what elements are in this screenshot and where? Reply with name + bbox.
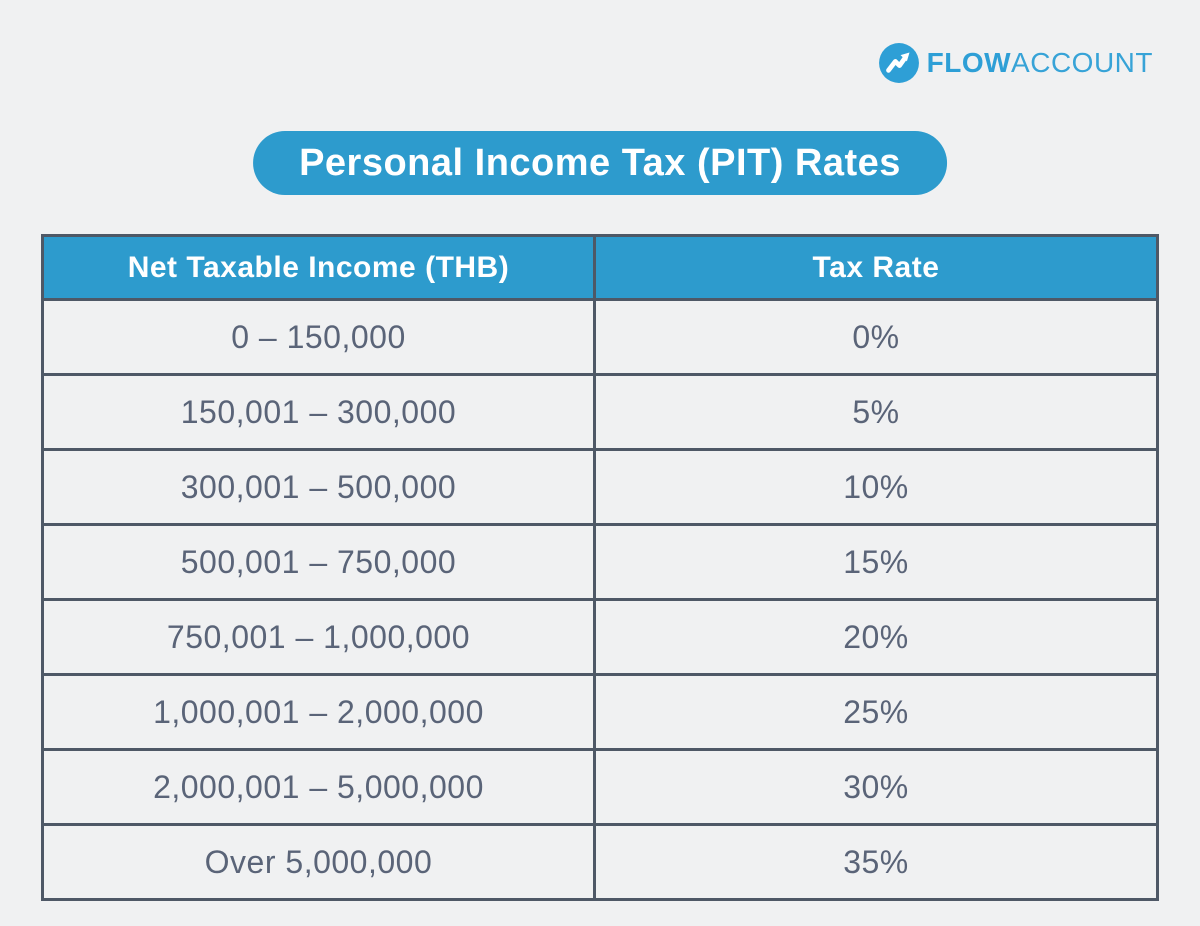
flowaccount-logo: FLOWACCOUNT [878,42,1153,84]
income-range-cell: 750,001 – 1,000,000 [41,598,596,676]
income-range-cell: 500,001 – 750,000 [41,523,596,601]
logo-wordmark: FLOWACCOUNT [927,47,1153,79]
table-row: 150,001 – 300,000 5% [41,373,1160,451]
trend-arrow-icon [878,43,919,83]
page-title: Personal Income Tax (PIT) Rates [253,131,947,195]
income-range-cell: 150,001 – 300,000 [41,373,596,451]
tax-rate-cell: 25% [592,673,1160,751]
table-row: 1,000,001 – 2,000,000 25% [41,673,1160,751]
table-header-row: Net Taxable Income (THB) Tax Rate [41,234,1160,301]
tax-rate-cell: 20% [592,598,1160,676]
table-row: 300,001 – 500,000 10% [41,448,1160,526]
table-row: 750,001 – 1,000,000 20% [41,598,1160,676]
tax-rate-cell: 15% [592,523,1160,601]
logo-account-text: ACCOUNT [1011,47,1153,78]
income-range-cell: 2,000,001 – 5,000,000 [41,748,596,826]
table-row: 0 – 150,000 0% [41,298,1160,376]
income-range-cell: 0 – 150,000 [41,298,596,376]
column-header-rate: Tax Rate [592,234,1160,301]
tax-rate-cell: 30% [592,748,1160,826]
income-range-cell: 1,000,001 – 2,000,000 [41,673,596,751]
table-row: 2,000,001 – 5,000,000 30% [41,748,1160,826]
tax-rate-cell: 10% [592,448,1160,526]
column-header-income: Net Taxable Income (THB) [41,234,596,301]
income-range-cell: 300,001 – 500,000 [41,448,596,526]
tax-rate-cell: 0% [592,298,1160,376]
pit-rates-table: Net Taxable Income (THB) Tax Rate 0 – 15… [41,234,1160,901]
tax-rate-cell: 5% [592,373,1160,451]
tax-rate-cell: 35% [592,823,1160,901]
table-row: 500,001 – 750,000 15% [41,523,1160,601]
income-range-cell: Over 5,000,000 [41,823,596,901]
logo-flow-text: FLOW [926,47,1012,78]
table-row: Over 5,000,000 35% [41,823,1160,901]
